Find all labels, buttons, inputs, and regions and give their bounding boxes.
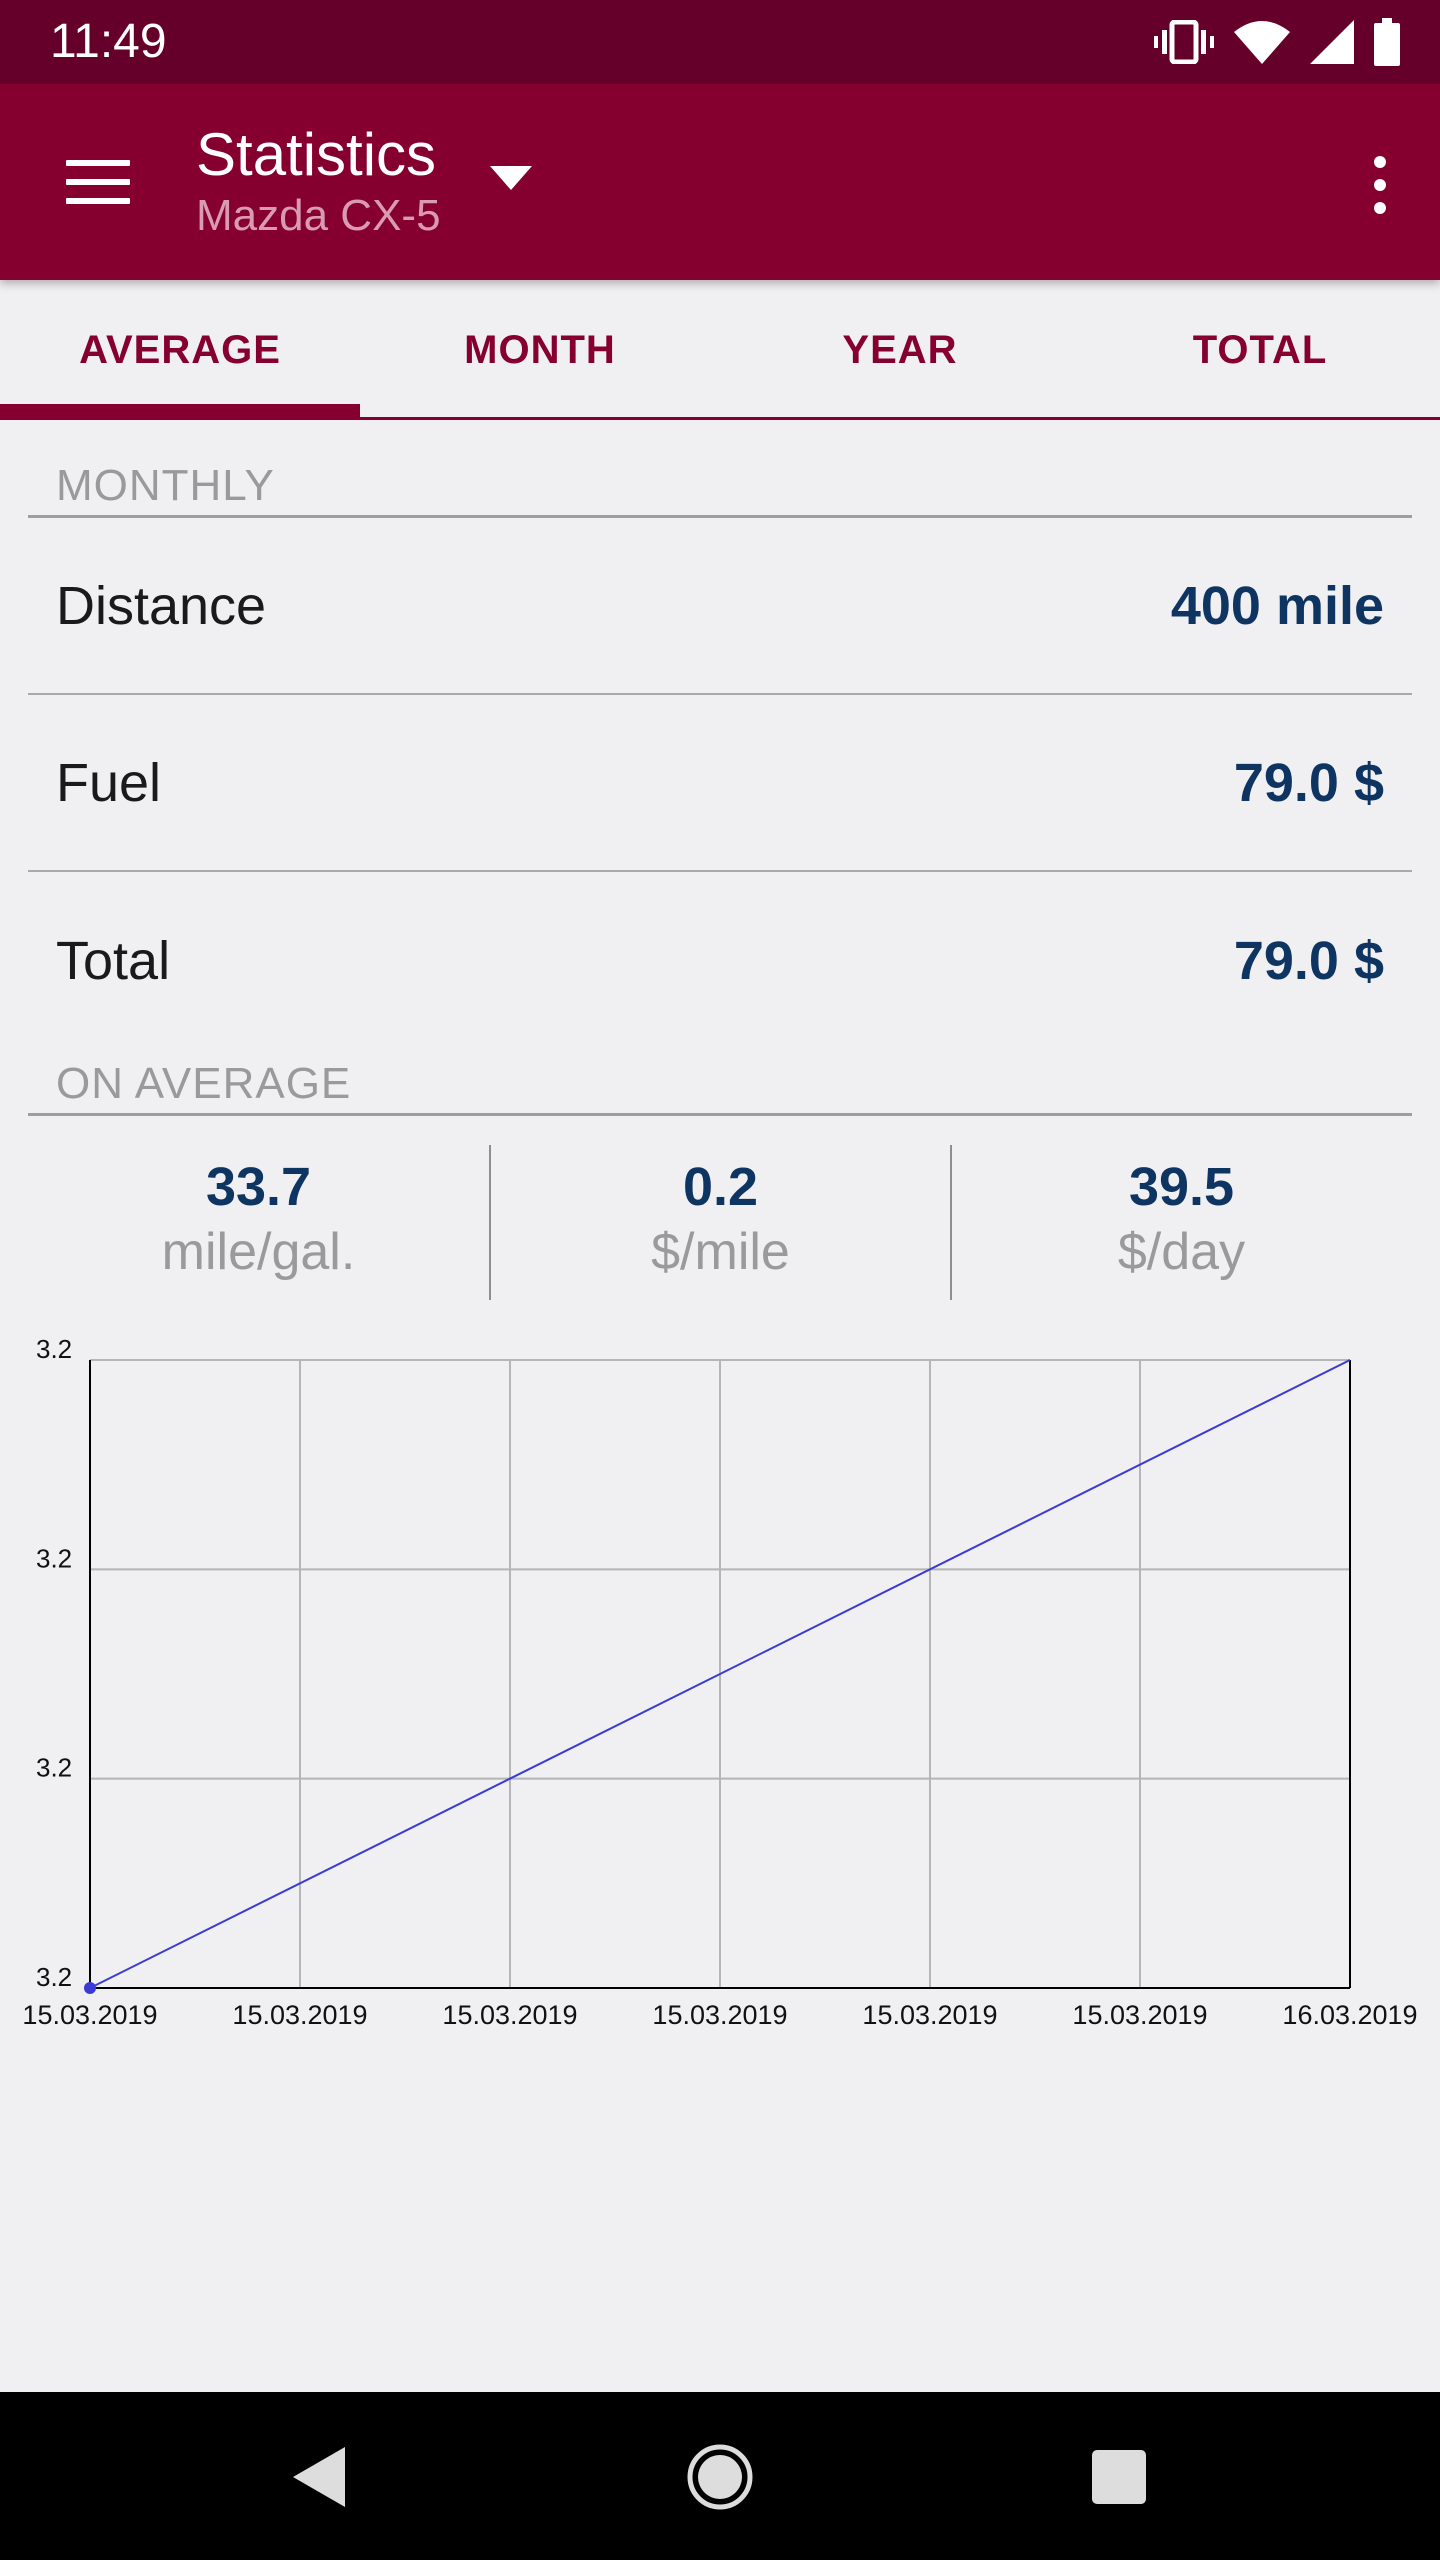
- chart-x-tick-label: 15.03.2019: [232, 2000, 367, 2030]
- chart-x-tick-label: 16.03.2019: [1282, 2000, 1417, 2030]
- vibrate-icon: [1154, 20, 1214, 64]
- stat-row-total: Total 79.0 $: [28, 872, 1412, 1049]
- navigation-bar: [0, 2392, 1440, 2560]
- tab-bar: AVERAGE MONTH YEAR TOTAL: [0, 280, 1440, 420]
- tab-indicator: [0, 404, 360, 420]
- stat-label: Fuel: [56, 752, 162, 813]
- chart-series-line: [89, 1359, 1351, 1989]
- section-header-on-average: ON AVERAGE: [28, 1046, 1412, 1116]
- chart-x-tick-label: 15.03.2019: [22, 2000, 157, 2030]
- stat-value: 79.0 $: [1233, 752, 1384, 813]
- status-bar: 11:49: [0, 0, 1440, 84]
- menu-button[interactable]: [56, 150, 140, 214]
- menu-icon-bar: [66, 179, 130, 185]
- home-button[interactable]: [675, 2432, 765, 2522]
- stat-value: 400 mile: [1170, 575, 1384, 636]
- stat-label: Total: [56, 930, 171, 991]
- chart-x-tick-label: 15.03.2019: [442, 2000, 577, 2030]
- more-options-button[interactable]: [1360, 150, 1400, 220]
- average-unit: $/mile: [651, 1223, 790, 1281]
- chart-y-tick-label: 3.2: [36, 1334, 72, 1364]
- average-cost-per-mile: 0.2 $/mile: [489, 1145, 950, 1300]
- section-header-monthly: MONTHLY: [28, 448, 1412, 518]
- more-dot: [1374, 179, 1386, 191]
- more-dot: [1374, 202, 1386, 214]
- signal-icon: [1310, 20, 1354, 64]
- status-time: 11:49: [50, 15, 167, 68]
- dropdown-arrow-icon[interactable]: [490, 166, 532, 190]
- average-unit: $/day: [1117, 1223, 1246, 1281]
- vehicle-selector[interactable]: Statistics Mazda CX-5: [196, 120, 441, 242]
- chart-y-tick-label: 3.2: [36, 1753, 72, 1783]
- back-button[interactable]: [274, 2432, 364, 2522]
- average-value: 0.2: [682, 1157, 759, 1217]
- chart-data-point: [84, 1982, 96, 1994]
- recents-button[interactable]: [1074, 2432, 1164, 2522]
- chart-x-tick-label: 15.03.2019: [1072, 2000, 1207, 2030]
- app-bar: Statistics Mazda CX-5: [0, 84, 1440, 280]
- average-value: 39.5: [1128, 1157, 1235, 1217]
- wifi-icon: [1234, 21, 1290, 64]
- average-unit: mile/gal.: [161, 1223, 356, 1281]
- tab-total[interactable]: TOTAL: [1192, 327, 1328, 372]
- page-title: Statistics: [196, 121, 437, 188]
- chart-x-tick-label: 15.03.2019: [862, 2000, 997, 2030]
- average-fuel-economy: 33.7 mile/gal.: [28, 1145, 489, 1300]
- stat-row-distance: Distance 400 mile: [28, 518, 1412, 695]
- section-title: ON AVERAGE: [56, 1059, 352, 1108]
- menu-icon-bar: [66, 198, 130, 204]
- section-title: MONTHLY: [56, 461, 275, 510]
- status-icons: [1154, 18, 1400, 66]
- average-stats: 33.7 mile/gal. 0.2 $/mile 39.5 $/day: [28, 1145, 1412, 1300]
- tab-month[interactable]: MONTH: [464, 327, 616, 372]
- stat-value: 79.0 $: [1233, 930, 1384, 991]
- more-dot: [1374, 156, 1386, 168]
- stat-label: Distance: [56, 575, 267, 636]
- chart-y-tick-label: 3.2: [36, 1962, 72, 1992]
- menu-icon-bar: [66, 160, 130, 166]
- back-icon: [293, 2447, 345, 2507]
- vehicle-name: Mazda CX-5: [196, 191, 441, 240]
- average-cost-per-day: 39.5 $/day: [950, 1145, 1411, 1300]
- stat-row-fuel: Fuel 79.0 $: [28, 695, 1412, 872]
- chart-y-tick-label: 3.2: [36, 1543, 72, 1573]
- recents-icon: [1092, 2450, 1146, 2504]
- tab-year[interactable]: YEAR: [842, 327, 958, 372]
- tab-average[interactable]: AVERAGE: [79, 327, 281, 372]
- statistics-chart: 3.2 3.2 3.2 3.2 15.03.2019 15.03.2019 15.03.20…: [22, 1334, 1417, 2030]
- battery-icon: [1374, 18, 1400, 66]
- chart-x-tick-label: 15.03.2019: [652, 2000, 787, 2030]
- home-icon: [687, 2444, 753, 2510]
- average-value: 33.7: [205, 1157, 312, 1217]
